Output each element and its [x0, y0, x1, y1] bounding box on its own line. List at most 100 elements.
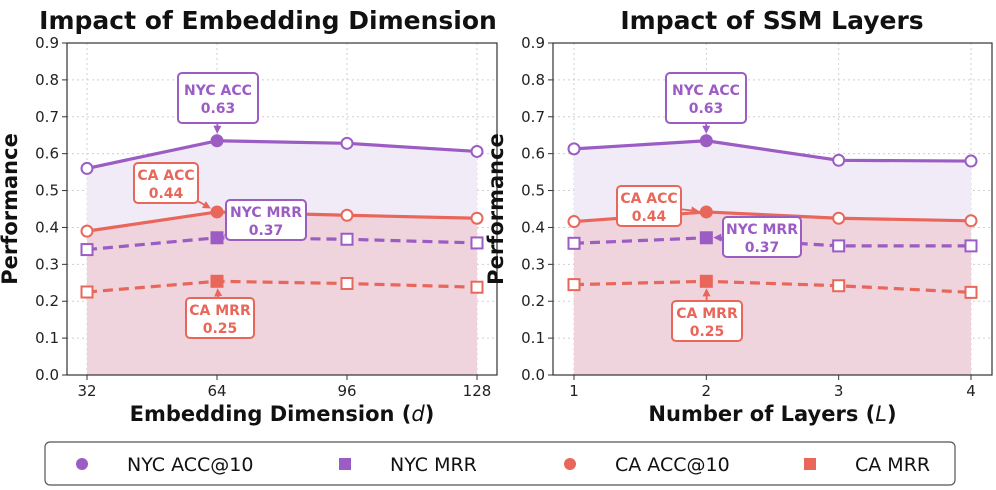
x-tick-label: 2	[702, 382, 712, 400]
y-tick-label: 0.1	[521, 329, 545, 347]
x-axis-label: Number of Layers (L)	[648, 402, 896, 426]
annotation-label: CA MRR	[189, 303, 251, 319]
annotation-nyc-acc: NYC ACC 0.63	[665, 72, 747, 134]
series-nyc-acc-10	[80, 134, 484, 175]
annotation-ca-acc: CA ACC 0.44	[133, 162, 211, 209]
data-point	[470, 236, 484, 250]
annotation-nyc-mrr: NYC MRR 0.37	[223, 199, 307, 241]
data-point	[80, 285, 94, 299]
data-point	[699, 231, 713, 245]
chart-panel-1: 0.0 0.1 0.2 0.3 0.4 0.5 0.6 0.7 0.8 0.9 32 64 96 128 I…	[0, 6, 498, 426]
annotation-label: NYC MRR	[230, 205, 302, 221]
annotation-label: NYC ACC	[672, 83, 740, 99]
annotation-box	[665, 72, 747, 124]
legend-item-ca-mrr: CA MRR	[804, 454, 930, 476]
chart-panel-2: 0.0 0.1 0.2 0.3 0.4 0.5 0.6 0.7 0.8 0.9 1 2 3 4 Impact…	[484, 6, 993, 426]
x-tick-label: 96	[337, 382, 356, 400]
annotation-label: CA ACC	[620, 191, 677, 207]
annotation-value: 0.37	[249, 223, 284, 239]
x-tick-label: 128	[463, 382, 492, 400]
data-point	[80, 243, 94, 257]
data-point	[210, 205, 224, 219]
annotation-arrow-head	[201, 201, 211, 209]
data-point	[567, 236, 581, 250]
series-line	[86, 279, 478, 294]
legend-marker-square	[339, 458, 351, 470]
data-point	[210, 231, 224, 245]
x-axis-label-variable: d	[411, 402, 425, 426]
data-point	[964, 214, 978, 228]
annotation-value: 0.25	[203, 321, 238, 337]
axes-frame	[66, 42, 498, 376]
data-point	[832, 279, 846, 293]
annotation-label: NYC ACC	[184, 83, 252, 99]
annotation-box	[616, 185, 682, 227]
annotation-arrow-head	[713, 233, 722, 242]
data-point	[210, 274, 224, 288]
data-point	[340, 277, 354, 291]
annotation-label: CA ACC	[137, 168, 194, 184]
y-tick-label: 0.5	[521, 182, 545, 200]
ca-area	[87, 211, 477, 375]
series-line	[86, 139, 478, 170]
annotation-arrow-head	[214, 288, 223, 297]
y-tick-label: 0.1	[35, 329, 59, 347]
data-point	[80, 161, 94, 175]
x-axis-label-text: Embedding Dimension (	[130, 402, 412, 426]
annotation-value: 0.25	[690, 324, 725, 340]
y-tick-label: 0.4	[35, 218, 59, 236]
legend-marker-circle	[564, 458, 576, 470]
annotation-arrow-head	[702, 288, 711, 297]
chart-title: Impact of Embedding Dimension	[39, 6, 497, 35]
x-tick-label: 1	[569, 382, 579, 400]
data-point	[567, 278, 581, 292]
legend-item-nyc-mrr: NYC MRR	[339, 454, 477, 476]
y-tick-label: 0.5	[35, 182, 59, 200]
annotation-box	[722, 216, 802, 258]
axes-frame	[552, 42, 993, 376]
annotation-box	[177, 72, 259, 124]
annotation-arrow-head	[702, 125, 711, 134]
series-ca-mrr	[567, 274, 978, 299]
annotation-ca-acc: CA ACC 0.44	[616, 185, 700, 227]
y-tick-label: 0.4	[521, 218, 545, 236]
legend-label: NYC ACC@10	[127, 454, 253, 476]
x-axis-label-text: Number of Layers (	[648, 402, 875, 426]
x-tick-label: 32	[77, 382, 96, 400]
legend-item-ca-acc-10: CA ACC@10	[564, 454, 730, 476]
legend-item-nyc-acc-10: NYC ACC@10	[76, 454, 253, 476]
annotation-arrow-head	[213, 125, 222, 134]
chart-title: Impact of SSM Layers	[620, 6, 923, 35]
y-tick-label: 0.8	[521, 71, 545, 89]
data-point	[470, 144, 484, 158]
x-axis-label: Embedding Dimension (d)	[130, 402, 435, 426]
data-point	[567, 215, 581, 229]
y-tick-label: 0.8	[35, 71, 59, 89]
x-axis-label-end: )	[887, 402, 897, 426]
annotation-value: 0.37	[745, 240, 780, 256]
data-point	[340, 136, 354, 150]
series-nyc-acc-10	[567, 134, 978, 168]
y-tick-label: 0.3	[521, 255, 545, 273]
y-tick-label: 0.7	[35, 108, 59, 126]
annotation-value: 0.44	[632, 209, 667, 225]
data-point	[699, 274, 713, 288]
data-point	[964, 154, 978, 168]
y-tick-label: 0.6	[35, 145, 59, 163]
data-point	[832, 211, 846, 225]
series-line	[573, 279, 972, 294]
data-point	[699, 134, 713, 148]
y-tick-label: 0.0	[35, 366, 59, 384]
annotation-value: 0.44	[149, 186, 184, 202]
annotation-ca-mrr: CA MRR 0.25	[185, 288, 255, 339]
annotation-value: 0.63	[201, 101, 236, 117]
data-point	[699, 205, 713, 219]
data-point	[210, 134, 224, 148]
y-tick-label: 0.0	[521, 366, 545, 384]
series-line	[573, 139, 972, 163]
data-point	[832, 153, 846, 167]
data-point	[470, 280, 484, 294]
annotation-arrow-head	[691, 206, 700, 215]
data-point	[470, 211, 484, 225]
